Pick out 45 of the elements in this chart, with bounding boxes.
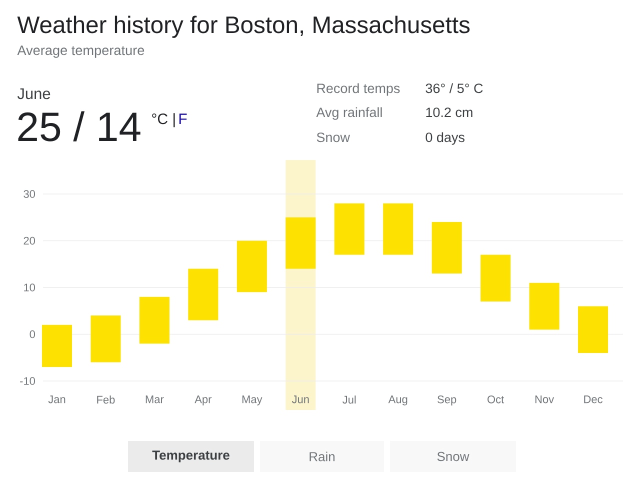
y-tick-label: 0	[30, 330, 36, 338]
x-tick-label: May	[242, 396, 262, 406]
x-tick-label: Jul	[342, 396, 356, 404]
text: Record temps	[317, 83, 400, 96]
text: Snow	[316, 132, 350, 142]
text: 25 / 14	[18, 111, 140, 142]
y-tick-label: -10	[20, 377, 36, 385]
text: F	[179, 114, 187, 124]
text: Temperature	[152, 450, 230, 462]
text: 0 days	[426, 132, 464, 145]
bar	[334, 203, 364, 255]
x-tick-label: Jan	[48, 396, 66, 404]
text: 10.2 cm	[426, 108, 472, 118]
y-tick-label: 20	[24, 236, 36, 245]
bar	[480, 254, 511, 302]
text: |	[174, 113, 175, 128]
bar	[90, 316, 121, 362]
bar	[529, 282, 560, 330]
bar	[42, 324, 72, 367]
x-tick-label: Aug	[388, 396, 408, 406]
text: Avg rainfall	[316, 107, 382, 120]
x-tick-label: Sep	[438, 396, 456, 406]
bar	[432, 222, 462, 274]
bar	[383, 203, 414, 255]
bar	[286, 217, 316, 269]
text: Rain	[310, 452, 335, 462]
x-tick-label: Nov	[535, 396, 554, 404]
bar	[236, 240, 267, 292]
chart-subtitle: Average temperature	[17, 46, 144, 58]
chart-title: Weather history for Boston, Massachusetts	[17, 16, 470, 38]
x-tick-label: Apr	[194, 396, 212, 406]
text: °C	[152, 114, 168, 124]
text: June	[17, 88, 50, 100]
bar	[578, 306, 608, 353]
text: 36° / 5° C	[426, 83, 483, 94]
bar	[139, 296, 170, 344]
y-tick-label: 10	[24, 284, 36, 292]
x-tick-label: Feb	[97, 396, 115, 404]
x-tick-label: Jun	[292, 396, 309, 404]
x-tick-label: Oct	[488, 396, 504, 404]
y-tick-label: 30	[24, 190, 36, 198]
bar	[188, 268, 218, 320]
text: Snow	[437, 452, 470, 462]
x-tick-label: Dec	[584, 396, 603, 404]
x-tick-label: Mar	[146, 396, 164, 404]
